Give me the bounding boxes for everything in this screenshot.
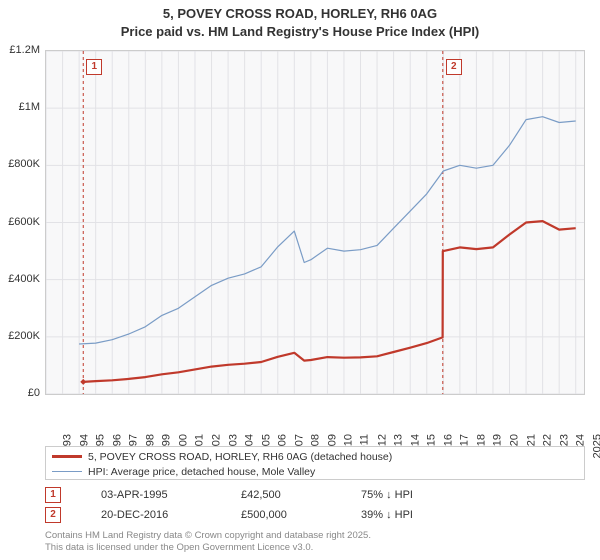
transaction-date: 20-DEC-2016 — [101, 509, 201, 521]
legend-item: 5, POVEY CROSS ROAD, HORLEY, RH6 0AG (de… — [52, 449, 578, 464]
legend-label: HPI: Average price, detached house, Mole… — [88, 466, 315, 478]
legend-swatch — [52, 455, 82, 457]
chart-title-line2: Price paid vs. HM Land Registry's House … — [0, 24, 600, 39]
y-axis-label: £1M — [0, 101, 40, 113]
transaction-marker: 2 — [45, 507, 61, 523]
transaction-delta: 39% ↓ HPI — [361, 509, 413, 521]
legend-item: HPI: Average price, detached house, Mole… — [52, 464, 578, 479]
y-axis-label: £1.2M — [0, 44, 40, 56]
credits: Contains HM Land Registry data © Crown c… — [45, 530, 585, 554]
y-axis-label: £800K — [0, 158, 40, 170]
plot-area: 12 — [45, 50, 585, 395]
transaction-row: 1 03-APR-1995 £42,500 75% ↓ HPI — [45, 486, 585, 504]
chart-container: 5, POVEY CROSS ROAD, HORLEY, RH6 0AG Pri… — [0, 0, 600, 560]
transaction-marker: 1 — [45, 487, 61, 503]
credits-line: Contains HM Land Registry data © Crown c… — [45, 530, 585, 542]
y-axis-label: £0 — [0, 387, 40, 399]
chart-title-line1: 5, POVEY CROSS ROAD, HORLEY, RH6 0AG — [0, 6, 600, 21]
transaction-price: £42,500 — [241, 489, 321, 501]
credits-line: This data is licensed under the Open Gov… — [45, 542, 585, 554]
legend-swatch — [52, 471, 82, 472]
transaction-row: 2 20-DEC-2016 £500,000 39% ↓ HPI — [45, 506, 585, 524]
plot-svg — [46, 51, 584, 394]
y-axis-label: £400K — [0, 273, 40, 285]
y-axis-label: £600K — [0, 216, 40, 228]
legend: 5, POVEY CROSS ROAD, HORLEY, RH6 0AG (de… — [45, 446, 585, 480]
transaction-date: 03-APR-1995 — [101, 489, 201, 501]
transaction-price: £500,000 — [241, 509, 321, 521]
x-axis-labels: 1993199419951996199719981999200020012002… — [45, 398, 585, 448]
x-axis-label: 2025 — [591, 434, 600, 458]
plot-transaction-marker: 1 — [86, 59, 102, 75]
y-axis-label: £200K — [0, 330, 40, 342]
legend-label: 5, POVEY CROSS ROAD, HORLEY, RH6 0AG (de… — [88, 451, 392, 463]
transaction-delta: 75% ↓ HPI — [361, 489, 413, 501]
plot-transaction-marker: 2 — [446, 59, 462, 75]
